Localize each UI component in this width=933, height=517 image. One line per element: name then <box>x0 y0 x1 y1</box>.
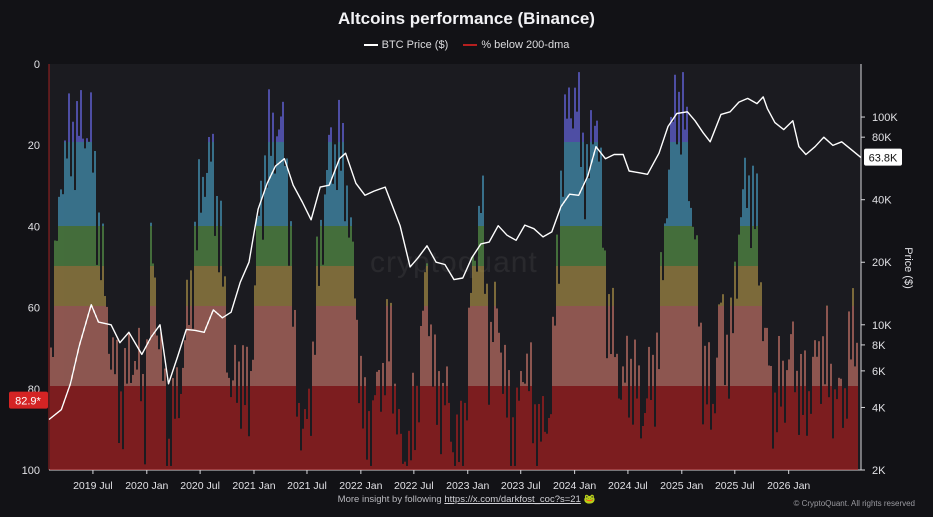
x-axis-tick-label: 2024 Jan <box>553 480 596 492</box>
right-axis-tick-label: 10K <box>872 320 892 332</box>
x-axis-tick-label: 2023 Jan <box>446 480 489 492</box>
legend-label-pct-below: % below 200-dma <box>481 39 569 51</box>
x-axis-tick-label: 2024 Jul <box>608 480 648 492</box>
right-axis-tick-label: 20K <box>872 257 892 269</box>
left-axis-tick-label: 100 <box>22 465 40 477</box>
left-axis-tick-label: 0 <box>34 59 40 71</box>
x-axis-tick-label: 2025 Jul <box>715 480 755 492</box>
legend: BTC Price ($) % below 200-dma <box>0 39 933 51</box>
legend-swatch-btc-price <box>363 44 378 47</box>
legend-swatch-pct-below <box>463 44 478 47</box>
x-axis-tick-label: 2026 Jan <box>767 480 810 492</box>
x-axis-tick-label: 2023 Jul <box>501 480 541 492</box>
x-axis-tick-label: 2020 Jul <box>180 480 220 492</box>
right-axis-tick-label: 8K <box>872 340 886 352</box>
x-axis-tick-label: 2019 Jul <box>73 480 113 492</box>
right-axis-tick-label: 6K <box>872 366 886 378</box>
right-axis-tick-label: 80K <box>872 132 892 144</box>
watermark: cryptoquant <box>370 246 538 280</box>
legend-item-btc-price[interactable]: BTC Price ($) <box>363 39 449 51</box>
x-axis-tick-label: 2022 Jan <box>339 480 382 492</box>
right-axis-tick-label: 40K <box>872 195 892 207</box>
x-axis-tick-label: 2021 Jan <box>232 480 275 492</box>
right-axis-tick-label: 100K <box>872 112 898 124</box>
legend-item-pct-below[interactable]: % below 200-dma <box>463 39 569 51</box>
left-axis-tick-label: 40 <box>28 221 40 233</box>
x-axis-tick-label: 2025 Jan <box>660 480 703 492</box>
left-axis-tick-label: 20 <box>28 140 40 152</box>
x-axis-tick-label: 2020 Jan <box>125 480 168 492</box>
x-axis-tick-label: 2021 Jul <box>287 480 327 492</box>
right-axis-tick-label: 2K <box>872 465 886 477</box>
x-axis-tick-label: 2022 Jul <box>394 480 434 492</box>
left-axis-tick-label: 60 <box>28 303 40 315</box>
chart-title: Altcoins performance (Binance) <box>0 9 933 29</box>
right-axis-tick-label: 4K <box>872 402 886 414</box>
right-axis-title: Price ($) <box>902 247 914 289</box>
legend-label-btc-price: BTC Price ($) <box>382 39 449 51</box>
